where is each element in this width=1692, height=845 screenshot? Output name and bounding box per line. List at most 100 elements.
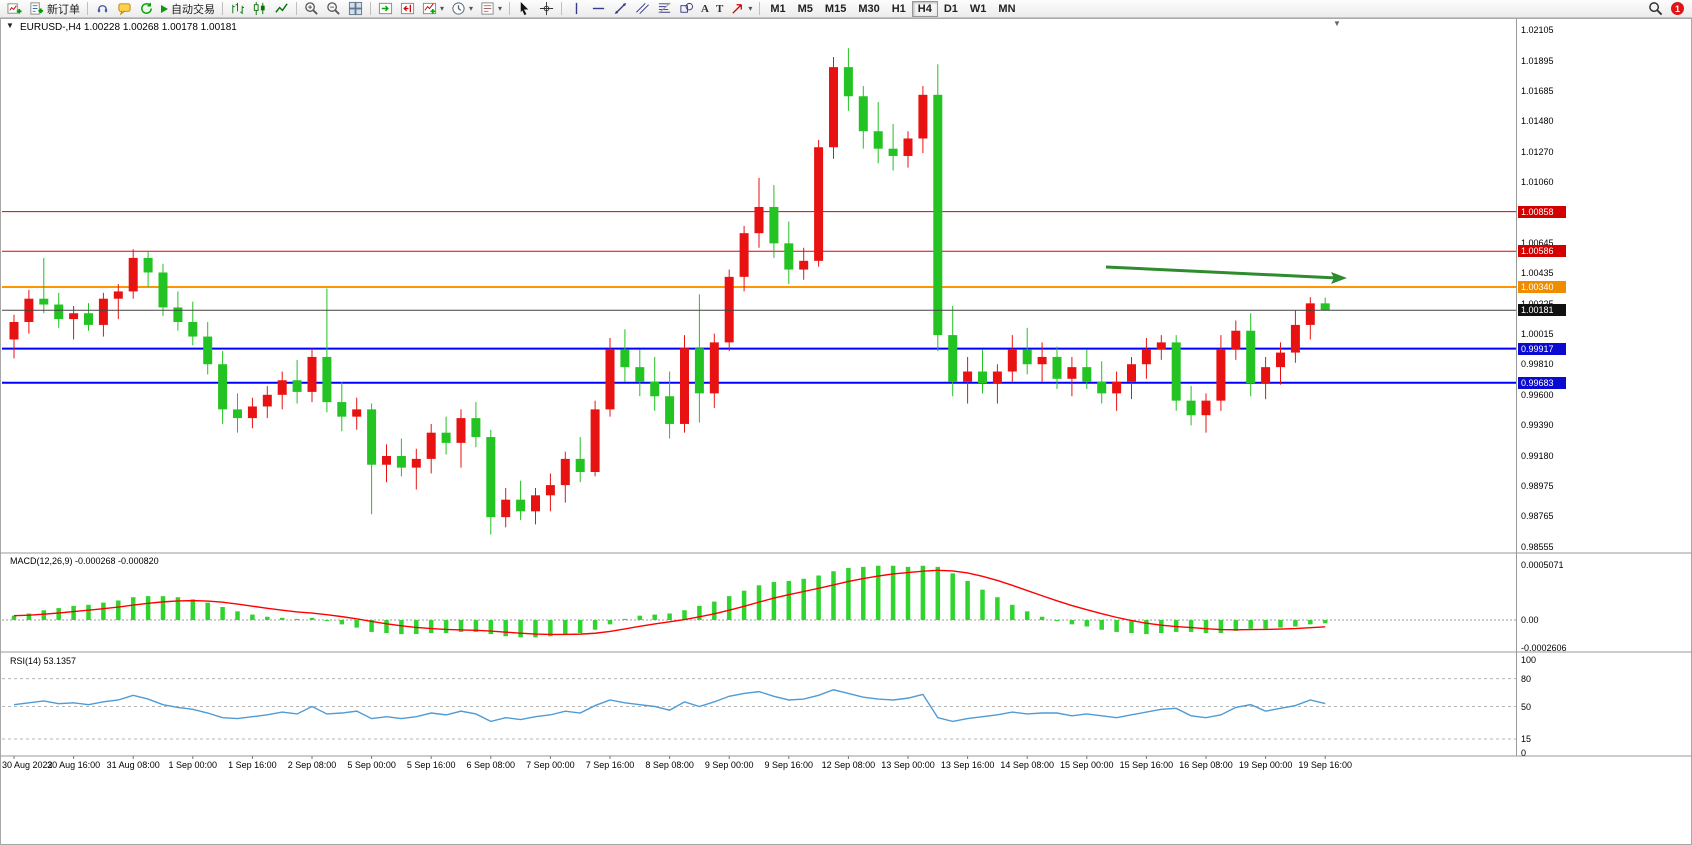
trend-arrow[interactable] bbox=[1105, 265, 1338, 280]
toolbar-separator bbox=[222, 2, 223, 15]
candle-body bbox=[963, 371, 973, 382]
auto-scroll-button[interactable] bbox=[375, 1, 396, 17]
candle-body bbox=[39, 298, 49, 305]
chart-shift-icon bbox=[400, 2, 415, 15]
timeframe-button-M1[interactable]: M1 bbox=[764, 1, 791, 17]
fibonacci-icon bbox=[658, 2, 671, 14]
candle-body bbox=[188, 321, 198, 337]
toolbar-separator bbox=[370, 2, 371, 15]
shapes-button[interactable] bbox=[676, 1, 697, 17]
fibonacci-button[interactable] bbox=[654, 1, 675, 17]
new-chart-button[interactable] bbox=[4, 1, 25, 17]
candle-body bbox=[337, 402, 347, 417]
timeframe-button-MN[interactable]: MN bbox=[992, 1, 1021, 17]
indicators-icon bbox=[422, 2, 437, 15]
zoom-out-button[interactable] bbox=[323, 1, 344, 17]
candle-body bbox=[1112, 381, 1122, 394]
chart-window bbox=[0, 18, 1692, 845]
chat-button[interactable] bbox=[114, 1, 135, 17]
timeframe-button-H1[interactable]: H1 bbox=[886, 1, 912, 17]
arrow-tools-button[interactable]: ▾ bbox=[727, 1, 755, 17]
chevron-down-icon[interactable]: ▾ bbox=[440, 3, 445, 13]
candle-body bbox=[367, 409, 377, 465]
candle-body bbox=[575, 458, 585, 472]
shapes-icon bbox=[680, 2, 694, 13]
candle-body bbox=[724, 276, 734, 343]
bar-chart-icon bbox=[232, 2, 245, 15]
one-click-trading-arrow[interactable]: ▼ bbox=[6, 21, 14, 30]
templates-button[interactable]: ▾ bbox=[477, 1, 505, 17]
vertical-line-button[interactable] bbox=[566, 1, 587, 17]
timeframe-button-H4[interactable]: H4 bbox=[911, 0, 938, 17]
candle-body bbox=[1156, 342, 1166, 350]
candle-body bbox=[247, 406, 257, 419]
chevron-down-icon[interactable]: ▾ bbox=[469, 3, 474, 13]
chart-shift-marker[interactable]: ▼ bbox=[1333, 19, 1341, 28]
horizontal-line-icon bbox=[592, 7, 605, 10]
candle-body bbox=[1067, 367, 1077, 379]
candle-body bbox=[620, 349, 630, 368]
candle-body bbox=[1186, 400, 1196, 416]
crosshair-button[interactable] bbox=[536, 1, 557, 17]
line-chart-button[interactable] bbox=[271, 1, 292, 17]
candle-body bbox=[218, 364, 228, 410]
candle-body bbox=[1007, 349, 1017, 372]
search-button[interactable] bbox=[1645, 1, 1666, 17]
timeframe-button-M5[interactable]: M5 bbox=[792, 1, 819, 17]
refresh-button[interactable] bbox=[136, 1, 157, 17]
candle-body bbox=[531, 495, 540, 512]
timeframe-button-M30[interactable]: M30 bbox=[852, 1, 885, 17]
candle-body bbox=[829, 67, 838, 148]
candle-body bbox=[1231, 330, 1241, 350]
candle-body bbox=[694, 348, 704, 394]
candle-body bbox=[739, 233, 749, 277]
trendline-button[interactable] bbox=[610, 1, 631, 17]
new-order-icon bbox=[30, 2, 44, 15]
indicators-button[interactable]: ▾ bbox=[419, 1, 447, 17]
timeframe-button-M15[interactable]: M15 bbox=[819, 1, 852, 17]
text-label-button[interactable]: T bbox=[713, 1, 726, 17]
candlestick-chart-button[interactable] bbox=[249, 1, 270, 17]
zoom-out-icon bbox=[327, 2, 340, 15]
refresh-icon bbox=[141, 2, 152, 14]
cursor-button[interactable] bbox=[514, 1, 535, 17]
text-tool-icon: A bbox=[701, 2, 709, 15]
new-order-label: 新订单 bbox=[47, 3, 80, 16]
headset-button[interactable] bbox=[92, 1, 113, 17]
timeframe-button-W1[interactable]: W1 bbox=[964, 1, 993, 17]
toolbar-separator bbox=[759, 2, 761, 15]
channel-button[interactable] bbox=[632, 1, 653, 17]
candle-body bbox=[1305, 303, 1315, 325]
candle-body bbox=[560, 458, 570, 486]
trend-arrow-head bbox=[1331, 272, 1347, 284]
toolbar: 新订单 自动交易 ▾ ▾ bbox=[0, 0, 1692, 18]
chevron-down-icon[interactable]: ▾ bbox=[498, 3, 503, 13]
tile-windows-button[interactable] bbox=[345, 1, 366, 17]
candle-body bbox=[1290, 324, 1300, 353]
vertical-line-icon bbox=[575, 2, 578, 15]
new-order-button[interactable]: 新订单 bbox=[26, 1, 83, 17]
auto-trading-play-icon bbox=[161, 4, 168, 13]
headset-icon bbox=[97, 4, 108, 13]
candle-body bbox=[784, 243, 794, 270]
chevron-down-icon[interactable]: ▾ bbox=[748, 3, 753, 13]
candle-body bbox=[635, 367, 645, 382]
zoom-in-button[interactable] bbox=[301, 1, 322, 17]
candle-body bbox=[665, 396, 675, 424]
bar-chart-button[interactable] bbox=[227, 1, 248, 17]
horizontal-line-button[interactable] bbox=[588, 1, 609, 17]
notification-badge[interactable]: 1 bbox=[1671, 2, 1684, 15]
auto-trading-button[interactable]: 自动交易 bbox=[158, 1, 218, 17]
periods-button[interactable]: ▾ bbox=[448, 1, 476, 17]
candle-body bbox=[54, 304, 64, 320]
chart-shift-button[interactable] bbox=[397, 1, 418, 17]
clock-icon bbox=[452, 2, 465, 15]
candle-body bbox=[173, 307, 183, 322]
timeframe-button-D1[interactable]: D1 bbox=[938, 1, 964, 17]
candle-body bbox=[1320, 303, 1330, 311]
candle-body bbox=[590, 409, 600, 472]
text-tool-button[interactable]: A bbox=[698, 1, 712, 17]
toolbar-separator bbox=[509, 2, 511, 15]
